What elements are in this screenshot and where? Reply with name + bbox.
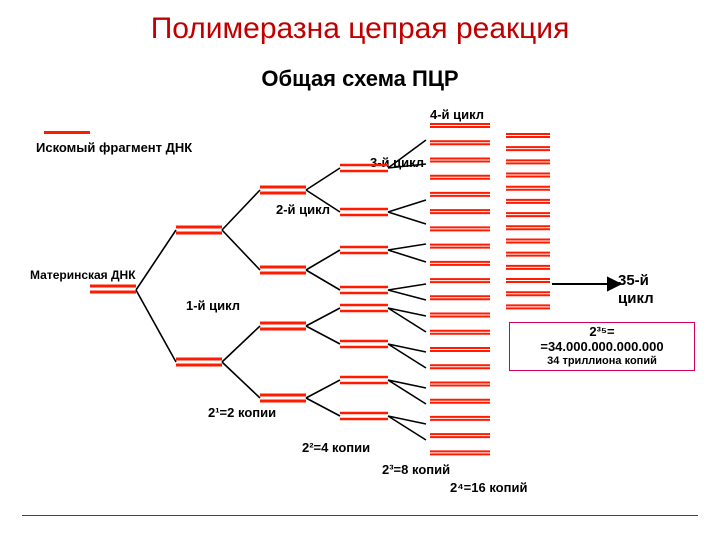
subtitle: Общая схема ПЦР [0, 66, 720, 92]
mother-dna-label: Материнская ДНК [30, 268, 136, 282]
cycle-label-1: 1-й цикл [186, 298, 240, 313]
power-label-4: 2⁴=16 копий [450, 480, 527, 495]
result-line3: 34 триллиона копий [516, 355, 688, 368]
page-title: Полимеразна цепрая реакция [0, 12, 720, 46]
result-line2: =34.000.000.000.000 [516, 340, 688, 355]
power-label-3: 2³=8 копий [382, 462, 450, 477]
power-label-2: 2²=4 копии [302, 440, 370, 455]
cycle-label-4: 4-й цикл [430, 107, 484, 122]
cycle-label-35b: цикл [618, 290, 654, 307]
footer-divider [22, 515, 698, 516]
cycle-label-35a: 35-й [618, 272, 649, 289]
result-box: 2³⁵= =34.000.000.000.000 34 триллиона ко… [509, 322, 695, 371]
power-label-1: 2¹=2 копии [208, 405, 276, 420]
key-fragment-label: Искомый фрагмент ДНК [36, 140, 192, 155]
key-fragment-line [44, 131, 90, 134]
cycle-label-2: 2-й цикл [276, 202, 330, 217]
result-line1: 2³⁵= [516, 325, 688, 340]
cycle-label-3: 3-й цикл [370, 155, 424, 170]
